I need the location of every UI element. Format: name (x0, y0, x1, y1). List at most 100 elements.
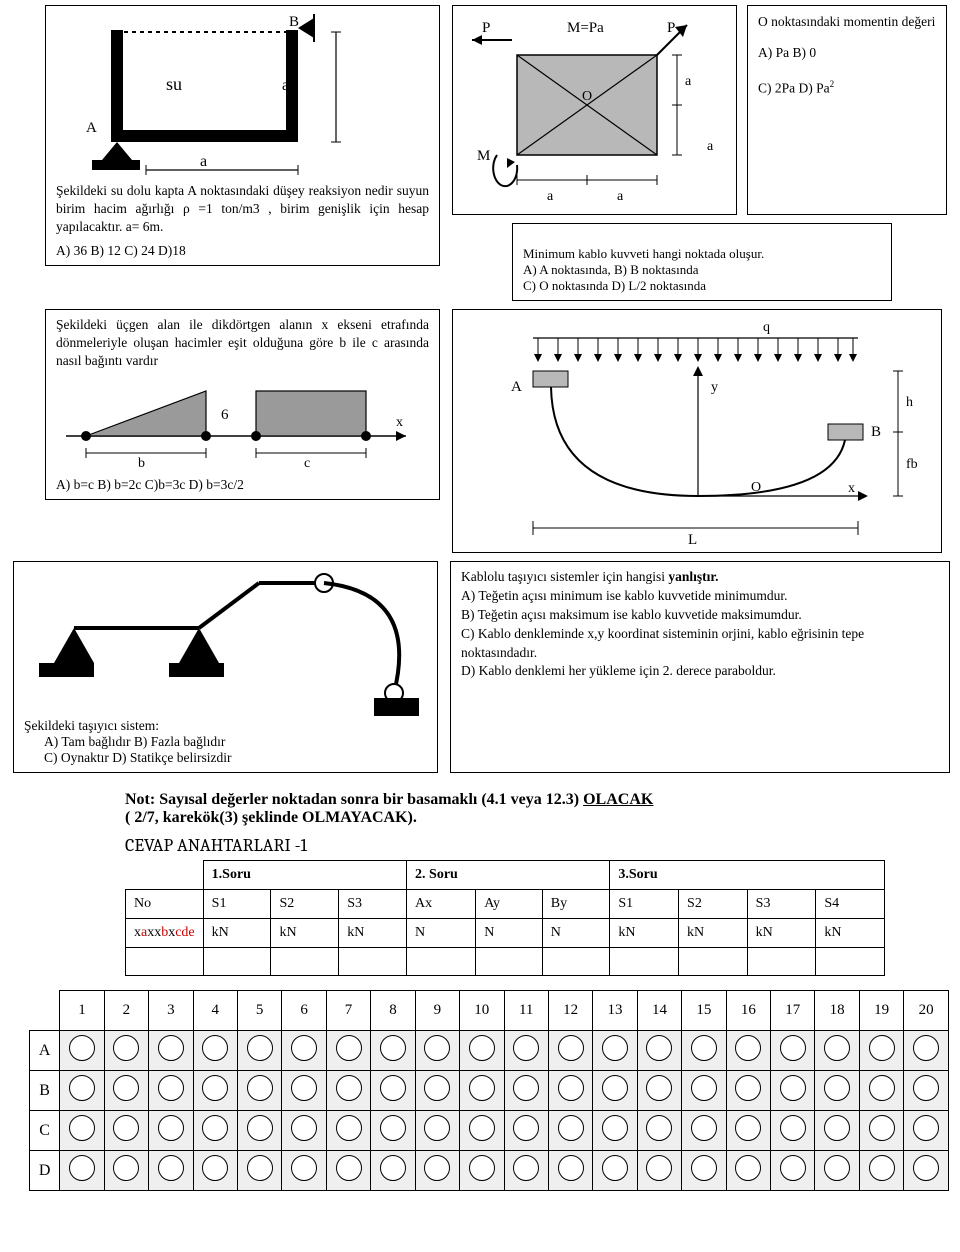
bubble-C-20[interactable] (904, 1111, 949, 1151)
bubble-A-3[interactable] (149, 1031, 193, 1071)
bubble-C-7[interactable] (326, 1111, 370, 1151)
bubble-D-3[interactable] (149, 1151, 193, 1191)
bubble-B-11[interactable] (504, 1071, 548, 1111)
bubble-A-9[interactable] (415, 1031, 459, 1071)
bubble-D-14[interactable] (637, 1151, 681, 1191)
bubble-A-18[interactable] (815, 1031, 859, 1071)
bubble-A-10[interactable] (460, 1031, 504, 1071)
bubble-col-19: 19 (859, 991, 903, 1031)
bubble-B-15[interactable] (682, 1071, 726, 1111)
bubble-A-12[interactable] (548, 1031, 592, 1071)
bubble-C-5[interactable] (237, 1111, 281, 1151)
q2-minkablo-panel: Minimum kablo kuvveti hangi noktada oluş… (512, 223, 892, 301)
bubble-D-17[interactable] (771, 1151, 815, 1191)
bubble-C-2[interactable] (104, 1111, 148, 1151)
bubble-A-13[interactable] (593, 1031, 637, 1071)
bubble-B-1[interactable] (60, 1071, 104, 1111)
bubble-C-18[interactable] (815, 1111, 859, 1151)
bubble-B-3[interactable] (149, 1071, 193, 1111)
bubble-A-2[interactable] (104, 1031, 148, 1071)
bubble-col-4: 4 (193, 991, 237, 1031)
bubble-A-7[interactable] (326, 1031, 370, 1071)
bubble-A-14[interactable] (637, 1031, 681, 1071)
bubble-A-17[interactable] (771, 1031, 815, 1071)
bubble-A-19[interactable] (859, 1031, 903, 1071)
t1-soru1: 1.Soru (203, 861, 406, 890)
bubble-B-5[interactable] (237, 1071, 281, 1111)
bubble-D-6[interactable] (282, 1151, 326, 1191)
bubble-C-16[interactable] (726, 1111, 770, 1151)
bubble-C-14[interactable] (637, 1111, 681, 1151)
bubble-C-4[interactable] (193, 1111, 237, 1151)
bubble-B-4[interactable] (193, 1071, 237, 1111)
bubble-C-10[interactable] (460, 1111, 504, 1151)
bubble-D-13[interactable] (593, 1151, 637, 1191)
bubble-B-16[interactable] (726, 1071, 770, 1111)
bubble-A-16[interactable] (726, 1031, 770, 1071)
bubble-D-4[interactable] (193, 1151, 237, 1191)
bubble-B-9[interactable] (415, 1071, 459, 1111)
bubble-D-20[interactable] (904, 1151, 949, 1191)
bubble-D-7[interactable] (326, 1151, 370, 1191)
bubble-B-13[interactable] (593, 1071, 637, 1111)
bubble-C-11[interactable] (504, 1111, 548, 1151)
q2-text: Minimum kablo kuvveti hangi noktada oluş… (523, 246, 764, 293)
bubble-A-5[interactable] (237, 1031, 281, 1071)
bubble-D-12[interactable] (548, 1151, 592, 1191)
bubble-C-17[interactable] (771, 1111, 815, 1151)
bubble-B-19[interactable] (859, 1071, 903, 1111)
q3-label-x: x (396, 415, 403, 430)
bubble-A-6[interactable] (282, 1031, 326, 1071)
bubble-D-11[interactable] (504, 1151, 548, 1191)
bubble-D-16[interactable] (726, 1151, 770, 1191)
q2-options-panel: O noktasındaki momentin değeri A) Pa B) … (747, 5, 947, 215)
bubble-C-13[interactable] (593, 1111, 637, 1151)
q4-label-x: x (848, 481, 855, 496)
bubble-B-14[interactable] (637, 1071, 681, 1111)
q2-label-M: M (477, 148, 490, 164)
bubble-row-head-C: C (30, 1111, 60, 1151)
bubble-C-6[interactable] (282, 1111, 326, 1151)
bubble-D-1[interactable] (60, 1151, 104, 1191)
bubble-D-10[interactable] (460, 1151, 504, 1191)
bubble-col-9: 9 (415, 991, 459, 1031)
note: Not: Sayısal değerler noktadan sonra bir… (125, 791, 915, 827)
bubble-A-15[interactable] (682, 1031, 726, 1071)
q4-panel: q (452, 309, 942, 553)
section-heading: CEVAP ANAHTARLARI -1 (125, 835, 955, 856)
bubble-B-7[interactable] (326, 1071, 370, 1111)
bubble-D-18[interactable] (815, 1151, 859, 1191)
bubble-C-8[interactable] (371, 1111, 415, 1151)
bubble-C-19[interactable] (859, 1111, 903, 1151)
bubble-A-8[interactable] (371, 1031, 415, 1071)
bubble-B-8[interactable] (371, 1071, 415, 1111)
bubble-B-6[interactable] (282, 1071, 326, 1111)
bubble-B-10[interactable] (460, 1071, 504, 1111)
bubble-C-9[interactable] (415, 1111, 459, 1151)
bubble-col-3: 3 (149, 991, 193, 1031)
bubble-C-12[interactable] (548, 1111, 592, 1151)
bubble-A-11[interactable] (504, 1031, 548, 1071)
bubble-C-1[interactable] (60, 1111, 104, 1151)
bubble-D-5[interactable] (237, 1151, 281, 1191)
bubble-D-2[interactable] (104, 1151, 148, 1191)
bubble-A-1[interactable] (60, 1031, 104, 1071)
bubble-D-9[interactable] (415, 1151, 459, 1191)
bubble-C-3[interactable] (149, 1111, 193, 1151)
bubble-col-5: 5 (237, 991, 281, 1031)
bubble-C-15[interactable] (682, 1111, 726, 1151)
bubble-B-2[interactable] (104, 1071, 148, 1111)
bubble-D-15[interactable] (682, 1151, 726, 1191)
bubble-B-12[interactable] (548, 1071, 592, 1111)
bubble-D-8[interactable] (371, 1151, 415, 1191)
bubble-col-1: 1 (60, 991, 104, 1031)
bubble-D-19[interactable] (859, 1151, 903, 1191)
bubble-A-20[interactable] (904, 1031, 949, 1071)
q2-label-P-right: P (667, 20, 675, 36)
bubble-B-17[interactable] (771, 1071, 815, 1111)
bubble-B-18[interactable] (815, 1071, 859, 1111)
q2-dim-a-right2: a (707, 139, 714, 154)
bubble-B-20[interactable] (904, 1071, 949, 1111)
q3-figure: x 6 b (56, 371, 426, 471)
bubble-A-4[interactable] (193, 1031, 237, 1071)
